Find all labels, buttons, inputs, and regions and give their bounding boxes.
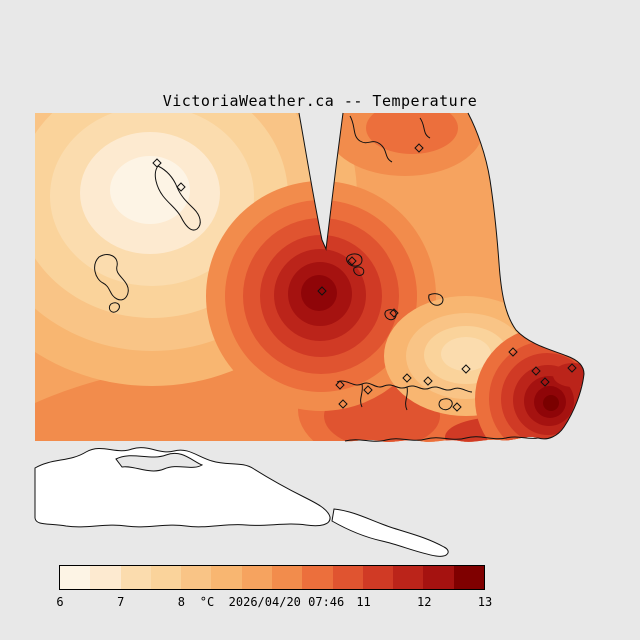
station-marker	[508, 347, 518, 357]
station-markers	[152, 143, 577, 412]
lakes-outline-west	[94, 254, 129, 301]
station-marker	[540, 377, 550, 387]
station-marker	[152, 158, 162, 168]
colorbar-segment	[271, 566, 303, 589]
station-marker	[338, 399, 348, 409]
station-marker	[389, 308, 399, 318]
harbour-inlet-1	[360, 383, 363, 408]
station-marker	[335, 380, 345, 390]
colorbar	[59, 565, 485, 590]
islet-outline-west	[108, 302, 120, 313]
outside-land	[34, 447, 449, 557]
lake-outline-elk	[346, 253, 363, 267]
colorbar-segment	[423, 566, 454, 589]
colorbar-segment	[362, 566, 394, 589]
station-marker	[363, 385, 373, 395]
outside-landmass-south	[34, 447, 331, 528]
lake-outline-east	[428, 293, 444, 306]
peninsula-east-coastline	[467, 112, 585, 440]
station-marker	[402, 373, 412, 383]
colorbar-segment	[150, 566, 182, 589]
colorbar-segment	[241, 566, 272, 589]
inlet-coastline	[298, 112, 344, 251]
station-marker	[423, 376, 433, 386]
island-outline-mid	[384, 309, 397, 321]
colorbar-segment	[181, 566, 212, 589]
north-coast-detail-2	[419, 117, 431, 139]
colorbar-segment	[302, 566, 333, 589]
timestamp-caption: °C 2026/04/20 07:46	[196, 595, 348, 609]
station-marker	[452, 402, 462, 412]
colorbar-segment	[332, 566, 363, 589]
station-marker	[317, 286, 327, 296]
colorbar-segment	[120, 566, 151, 589]
water-channel	[115, 452, 204, 472]
temperature-contours	[35, 113, 584, 442]
colorbar-segment	[393, 566, 424, 589]
colorbar-segment	[60, 566, 91, 589]
station-marker	[461, 364, 471, 374]
harbour-inlet-2	[405, 386, 408, 411]
north-coast-detail-1	[349, 115, 393, 163]
station-marker	[347, 256, 357, 266]
station-marker	[567, 363, 577, 373]
coastline-paths	[94, 112, 585, 442]
south-coast-detail	[344, 436, 539, 442]
colorbar-segment	[90, 566, 121, 589]
colorbar-segment	[453, 566, 484, 589]
station-marker	[531, 366, 541, 376]
page-title: VictoriaWeather.ca -- Temperature	[162, 92, 478, 110]
station-marker	[176, 182, 186, 192]
harbour-island	[438, 398, 453, 411]
colorbar-segment	[211, 566, 242, 589]
station-marker	[414, 143, 424, 153]
lake-outline-beaver	[353, 266, 365, 276]
outside-landmass-southeast	[331, 508, 449, 557]
